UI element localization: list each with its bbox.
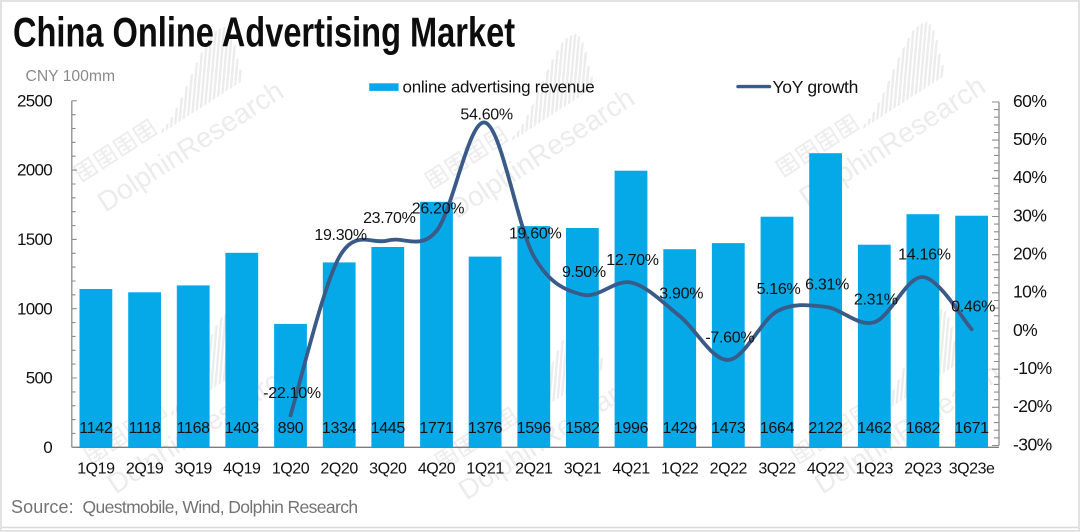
svg-text:4Q22: 4Q22 bbox=[807, 461, 845, 478]
svg-text:9.50%: 9.50% bbox=[562, 264, 606, 281]
svg-text:YoY growth: YoY growth bbox=[773, 77, 859, 97]
svg-text:1473: 1473 bbox=[711, 420, 746, 437]
svg-text:-30%: -30% bbox=[1013, 434, 1052, 454]
svg-text:online advertising revenue: online advertising revenue bbox=[403, 78, 595, 97]
svg-text:4Q19: 4Q19 bbox=[223, 461, 261, 478]
svg-text:3Q23e: 3Q23e bbox=[949, 461, 995, 478]
svg-text:3Q19: 3Q19 bbox=[175, 461, 213, 478]
svg-text:3.90%: 3.90% bbox=[659, 286, 703, 303]
svg-text:1462: 1462 bbox=[857, 420, 892, 437]
svg-text:1771: 1771 bbox=[419, 420, 454, 437]
svg-text:6.31%: 6.31% bbox=[805, 276, 849, 293]
svg-text:1Q22: 1Q22 bbox=[661, 461, 699, 478]
svg-text:1671: 1671 bbox=[954, 420, 989, 437]
svg-text:1596: 1596 bbox=[517, 420, 552, 437]
svg-text:2000: 2000 bbox=[17, 161, 52, 180]
svg-text:26.20%: 26.20% bbox=[412, 201, 465, 218]
svg-text:1Q20: 1Q20 bbox=[272, 461, 310, 478]
svg-text:890: 890 bbox=[278, 420, 304, 437]
svg-text:1376: 1376 bbox=[468, 420, 503, 437]
svg-text:2122: 2122 bbox=[808, 420, 843, 437]
svg-text:1429: 1429 bbox=[662, 420, 697, 437]
svg-text:23.70%: 23.70% bbox=[363, 210, 416, 227]
svg-text:10%: 10% bbox=[1013, 282, 1046, 302]
svg-text:4Q21: 4Q21 bbox=[612, 461, 650, 478]
svg-text:3Q22: 3Q22 bbox=[758, 461, 796, 478]
svg-text:2500: 2500 bbox=[17, 91, 52, 110]
svg-text:19.30%: 19.30% bbox=[314, 227, 367, 244]
svg-text:Questmobile, Wind, Dolphin Res: Questmobile, Wind, Dolphin Research bbox=[83, 497, 358, 517]
svg-text:19.60%: 19.60% bbox=[509, 226, 562, 243]
svg-text:CNY 100mm: CNY 100mm bbox=[26, 68, 116, 85]
svg-text:1168: 1168 bbox=[177, 420, 211, 437]
svg-text:-22.10%: -22.10% bbox=[263, 385, 321, 402]
svg-text:1142: 1142 bbox=[79, 420, 113, 437]
svg-text:2.31%: 2.31% bbox=[854, 292, 898, 309]
svg-text:30%: 30% bbox=[1013, 205, 1046, 225]
svg-text:1582: 1582 bbox=[565, 420, 600, 437]
svg-text:0.46%: 0.46% bbox=[951, 299, 995, 316]
svg-text:0: 0 bbox=[43, 438, 52, 457]
svg-text:1403: 1403 bbox=[225, 420, 260, 437]
svg-text:54.60%: 54.60% bbox=[460, 107, 513, 124]
svg-text:40%: 40% bbox=[1013, 167, 1046, 187]
svg-text:3Q20: 3Q20 bbox=[369, 461, 407, 478]
svg-text:1500: 1500 bbox=[17, 230, 52, 249]
svg-text:2Q20: 2Q20 bbox=[320, 461, 358, 478]
svg-text:1664: 1664 bbox=[760, 420, 795, 437]
svg-text:Source:: Source: bbox=[11, 497, 74, 517]
svg-text:1Q21: 1Q21 bbox=[466, 461, 504, 478]
svg-text:1Q19: 1Q19 bbox=[77, 461, 115, 478]
svg-text:-20%: -20% bbox=[1013, 396, 1052, 416]
svg-text:1118: 1118 bbox=[129, 420, 161, 437]
svg-text:1682: 1682 bbox=[906, 420, 941, 437]
svg-text:4Q20: 4Q20 bbox=[418, 461, 456, 478]
svg-text:14.16%: 14.16% bbox=[898, 247, 951, 264]
svg-text:2Q23: 2Q23 bbox=[904, 461, 942, 478]
svg-text:50%: 50% bbox=[1013, 129, 1046, 149]
svg-text:1996: 1996 bbox=[614, 420, 649, 437]
svg-text:1Q23: 1Q23 bbox=[856, 461, 894, 478]
svg-text:2Q21: 2Q21 bbox=[515, 461, 553, 478]
svg-text:20%: 20% bbox=[1013, 244, 1046, 264]
svg-text:0%: 0% bbox=[1013, 320, 1037, 340]
svg-text:-7.60%: -7.60% bbox=[705, 330, 754, 347]
svg-text:500: 500 bbox=[26, 369, 53, 388]
svg-text:2Q22: 2Q22 bbox=[710, 461, 748, 478]
svg-text:-10%: -10% bbox=[1013, 358, 1052, 378]
svg-text:60%: 60% bbox=[1013, 91, 1046, 111]
svg-text:5.16%: 5.16% bbox=[757, 281, 801, 298]
svg-text:1000: 1000 bbox=[17, 299, 52, 318]
svg-text:China Online Advertising Marke: China Online Advertising Market bbox=[13, 9, 515, 56]
svg-text:2Q19: 2Q19 bbox=[126, 461, 164, 478]
svg-text:12.70%: 12.70% bbox=[606, 252, 659, 269]
svg-text:1445: 1445 bbox=[371, 420, 406, 437]
svg-text:3Q21: 3Q21 bbox=[564, 461, 602, 478]
svg-text:1334: 1334 bbox=[322, 420, 357, 437]
